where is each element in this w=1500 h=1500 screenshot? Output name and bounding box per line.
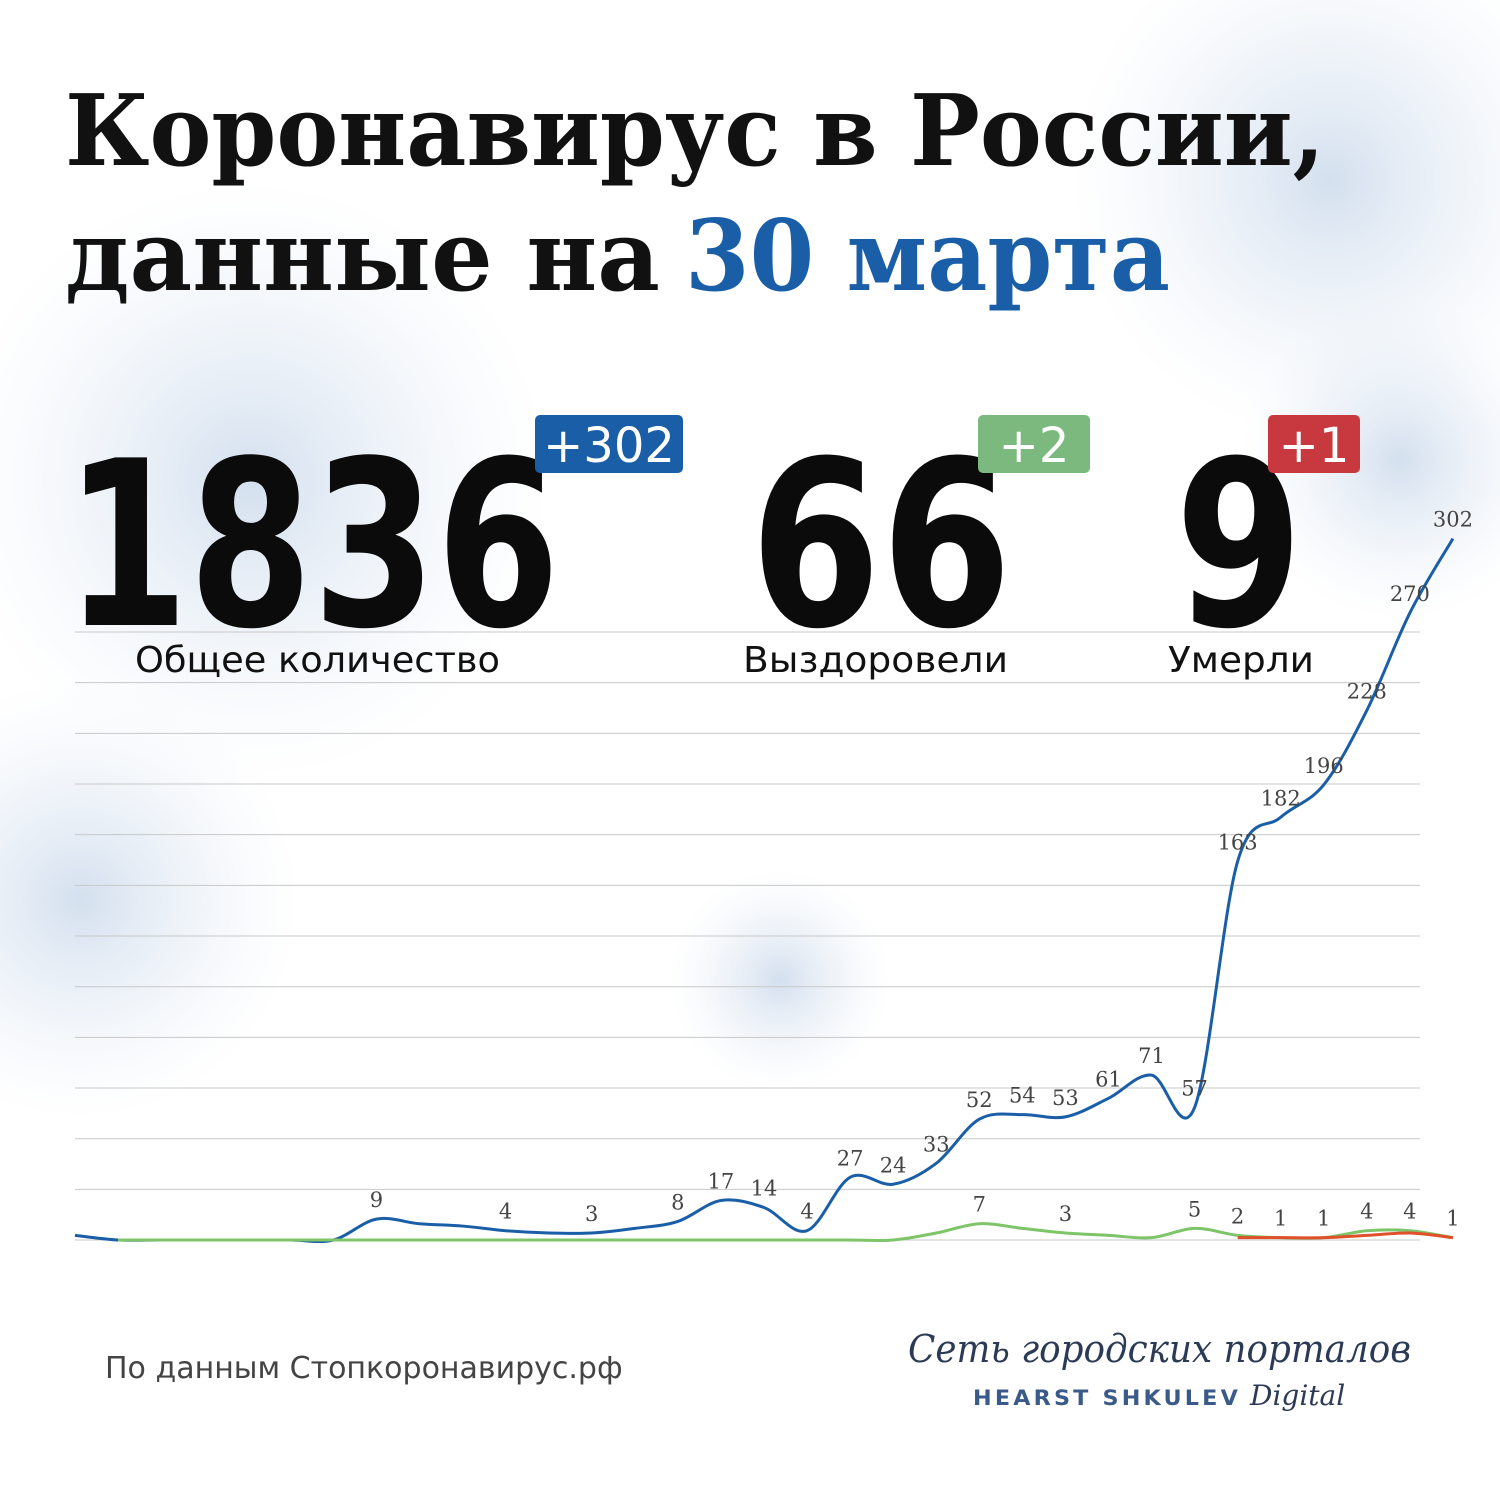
stat-change: +1 — [1279, 418, 1350, 474]
data-label: 4 — [800, 1200, 813, 1224]
data-label: 17 — [708, 1170, 735, 1194]
data-label: 1 — [1274, 1207, 1287, 1231]
data-label: 14 — [751, 1176, 778, 1200]
data-label: 302 — [1433, 508, 1473, 532]
data-label: 52 — [966, 1088, 993, 1112]
data-label: 3 — [1059, 1202, 1072, 1226]
data-label: 270 — [1390, 582, 1430, 606]
data-label: 57 — [1181, 1077, 1208, 1101]
logo-name: Сеть городских порталов — [908, 1327, 1411, 1371]
data-label: 3 — [585, 1202, 598, 1226]
grid — [75, 631, 1420, 1241]
data-label: 7 — [973, 1193, 986, 1217]
title-line1: Коронавирус в России, — [65, 74, 1325, 189]
background — [0, 0, 1500, 1120]
logo-suffix: Digital — [1249, 1379, 1345, 1412]
data-label: 61 — [1095, 1067, 1122, 1091]
stat-value: 66 — [750, 413, 1012, 680]
stat-label: Умерли — [1168, 640, 1314, 681]
data-label: 228 — [1347, 679, 1387, 703]
title-line2: данные на — [65, 199, 660, 314]
series-line — [118, 1222, 1454, 1243]
data-label: 163 — [1218, 830, 1258, 854]
data-label: 71 — [1138, 1044, 1165, 1068]
data-label: 24 — [880, 1153, 907, 1177]
data-label: 5 — [1188, 1197, 1201, 1221]
source: По данным Стопкоронавирус.рф — [105, 1351, 623, 1386]
stat-label: Выздоровели — [743, 640, 1008, 681]
stat-badge — [535, 415, 683, 473]
stat-badge — [978, 415, 1090, 473]
stat-change: +302 — [543, 418, 675, 474]
stat-badge — [1268, 415, 1360, 473]
data-label: 53 — [1052, 1086, 1079, 1110]
data-label: 4 — [499, 1200, 512, 1224]
data-label: 9 — [370, 1188, 383, 1212]
data-label: 2 — [1231, 1204, 1244, 1228]
stat-label: Общее количество — [135, 640, 500, 681]
data-label: 33 — [923, 1132, 950, 1156]
series-line — [1237, 1231, 1454, 1240]
data-label: 4 — [1403, 1200, 1416, 1224]
data-label: 1 — [1317, 1207, 1330, 1231]
stat-change: +2 — [999, 418, 1070, 474]
stat-value: 1836 — [65, 413, 560, 680]
data-label: 8 — [671, 1190, 684, 1214]
title-date: 30 марта — [685, 199, 1170, 314]
logo-brand: HEARST SHKULEV — [973, 1386, 1241, 1410]
data-label: 182 — [1261, 786, 1301, 810]
data-label: 1 — [1446, 1207, 1459, 1231]
data-label: 4 — [1360, 1200, 1373, 1224]
data-label: 54 — [1009, 1084, 1036, 1108]
data-label: 196 — [1304, 754, 1344, 778]
data-label: 27 — [837, 1146, 864, 1170]
